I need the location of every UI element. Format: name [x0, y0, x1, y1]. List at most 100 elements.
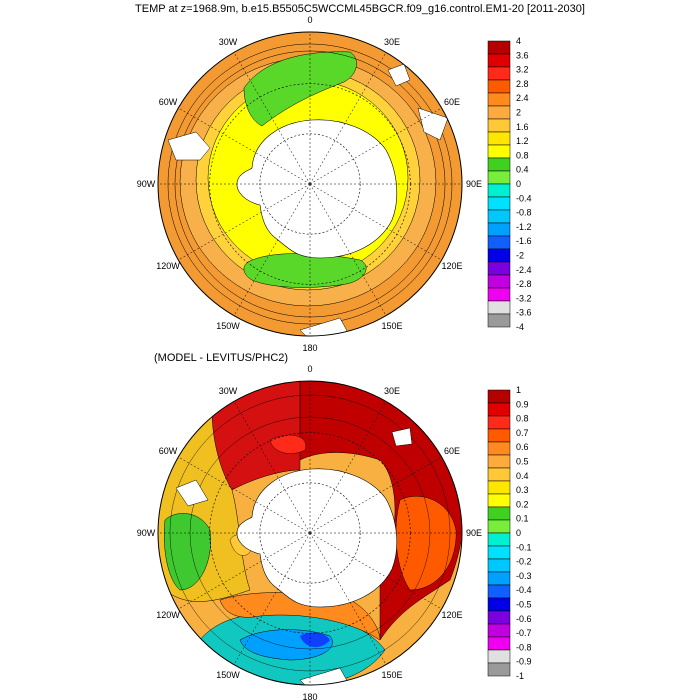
colorbar-label: 3.6: [516, 50, 529, 60]
top-map-title: TEMP at z=1968.9m, b.e15.B5505C5WCCML45B…: [135, 3, 585, 15]
colorbar-swatch: [487, 144, 511, 159]
colorbar-label: 0.1: [516, 514, 529, 524]
longitude-label: 60E: [444, 97, 460, 107]
colorbar-label: 0.2: [516, 499, 529, 509]
colorbar-label: 2.8: [516, 79, 529, 89]
colorbar-swatch: [487, 545, 511, 560]
bottom-map-border: [157, 380, 463, 686]
bottom-map-field: [158, 381, 462, 685]
colorbar-swatch: [487, 584, 511, 599]
colorbar-label: -3.2: [516, 293, 532, 303]
longitude-label: 90W: [137, 528, 156, 538]
colorbar-label: -0.2: [516, 557, 532, 567]
top-map-border: [157, 31, 463, 337]
colorbar-label: 2.4: [516, 93, 529, 103]
longitude-label: 60W: [159, 446, 178, 456]
longitude-label: 150W: [216, 321, 240, 331]
bottom-map: 0 30E 60E 90E 120E 150E 180 150W 120W 90W 60W 30W: [137, 364, 482, 700]
colorbar-swatch: [487, 235, 511, 250]
colorbar-label: 1: [516, 385, 521, 395]
longitude-label: 90W: [137, 179, 156, 189]
colorbar-label: -0.4: [516, 585, 532, 595]
colorbar-swatch: [487, 506, 511, 521]
meridian-line: [309, 183, 387, 316]
colorbar-swatch: [487, 40, 511, 55]
colorbar-label: -1.2: [516, 222, 532, 232]
colorbar-swatch: [487, 597, 511, 612]
longitude-label: 90E: [466, 179, 482, 189]
longitude-label: 30E: [384, 37, 400, 47]
colorbar-swatch: [487, 66, 511, 81]
colorbar-swatch: [487, 157, 511, 172]
colorbar-label: 3.2: [516, 65, 529, 75]
colorbar-label: 0.5: [516, 457, 529, 467]
colorbar-swatch: [487, 467, 511, 482]
colorbar-label: -0.5: [516, 600, 532, 610]
meridian-line: [178, 456, 311, 534]
colorbar-swatch: [487, 402, 511, 417]
colorbar-label: 1.2: [516, 136, 529, 146]
bottom-map-title: (MODEL - LEVITUS/PHC2): [154, 352, 289, 364]
colorbar-swatch: [487, 92, 511, 107]
colorbar-swatch: [487, 222, 511, 237]
colorbar-swatch: [487, 493, 511, 508]
top-map-field: [158, 32, 462, 336]
colorbar-label: -0.7: [516, 628, 532, 638]
colorbar-swatch: [487, 623, 511, 638]
colorbar-swatch: [487, 389, 511, 404]
meridian-line: [233, 532, 311, 665]
bottom-map-graticule: [158, 381, 462, 685]
latitude-circle: [259, 482, 361, 584]
colorbar-label: 0.3: [516, 485, 529, 495]
longitude-label: 30W: [219, 37, 238, 47]
colorbar-swatch: [487, 571, 511, 586]
colorbar-label: -0.1: [516, 542, 532, 552]
longitude-label: 120E: [442, 610, 463, 620]
longitude-label: 30E: [384, 386, 400, 396]
top-map: 0 30E 60E 90E 120E 150E 180 150W 120W 90W 60W 30W: [137, 15, 482, 353]
colorbar-swatch: [487, 441, 511, 456]
longitude-label: 150E: [381, 670, 402, 680]
meridian-line: [178, 183, 311, 261]
bottom-map-longitude-labels: 0 30E 60E 90E 120E 150E 180 150W 120W 90W 60W 30W: [137, 364, 482, 700]
colorbar-swatch: [487, 53, 511, 68]
bottom-map-colorbar: 1 0.9 0.8 0.7 0.6 0.5 0.4 0.3 0.2 0.1 0 -0.1 -0.2 -0.…: [487, 385, 532, 681]
top-map-graticule: [158, 32, 462, 336]
colorbar-label: -0.8: [516, 642, 532, 652]
colorbar-label: 2: [516, 108, 521, 118]
colorbar-swatch: [487, 170, 511, 185]
colorbar-label: -2: [516, 251, 524, 261]
colorbar-label: -1: [516, 671, 524, 681]
meridian-line: [178, 107, 311, 185]
longitude-label: 180: [302, 692, 317, 700]
longitude-label: 120E: [442, 261, 463, 271]
colorbar-swatch: [487, 519, 511, 534]
meridian-line: [233, 183, 311, 316]
longitude-label: 180: [302, 343, 317, 353]
meridian-line: [309, 401, 387, 534]
colorbar-swatch: [487, 287, 511, 302]
meridian-line: [309, 456, 442, 534]
longitude-label: 0: [307, 15, 312, 25]
longitude-label: 120W: [156, 610, 180, 620]
top-map-colorbar: 4 3.6 3.2 2.8 2.4 2 1.6 1.2 0.8 0.4 0 -0.4 -0.8 -1.2 -…: [487, 36, 532, 332]
colorbar-label: 0: [516, 528, 521, 538]
colorbar-swatch: [487, 261, 511, 276]
meridian-line: [233, 52, 311, 185]
colorbar-swatch: [487, 415, 511, 430]
colorbar-swatch: [487, 196, 511, 211]
meridian-line: [309, 532, 387, 665]
colorbar-swatch: [487, 118, 511, 133]
colorbar-label: -0.8: [516, 208, 532, 218]
colorbar-label: 0.6: [516, 442, 529, 452]
colorbar-swatch: [487, 300, 511, 315]
colorbar-swatch: [487, 480, 511, 495]
colorbar-swatch: [487, 274, 511, 289]
colorbar-label: 0.8: [516, 414, 529, 424]
colorbar-swatch: [487, 183, 511, 198]
colorbar-swatch: [487, 248, 511, 263]
longitude-label: 150E: [381, 321, 402, 331]
meridian-line: [178, 532, 311, 610]
colorbar-swatch: [487, 105, 511, 120]
colorbar-swatch: [487, 532, 511, 547]
